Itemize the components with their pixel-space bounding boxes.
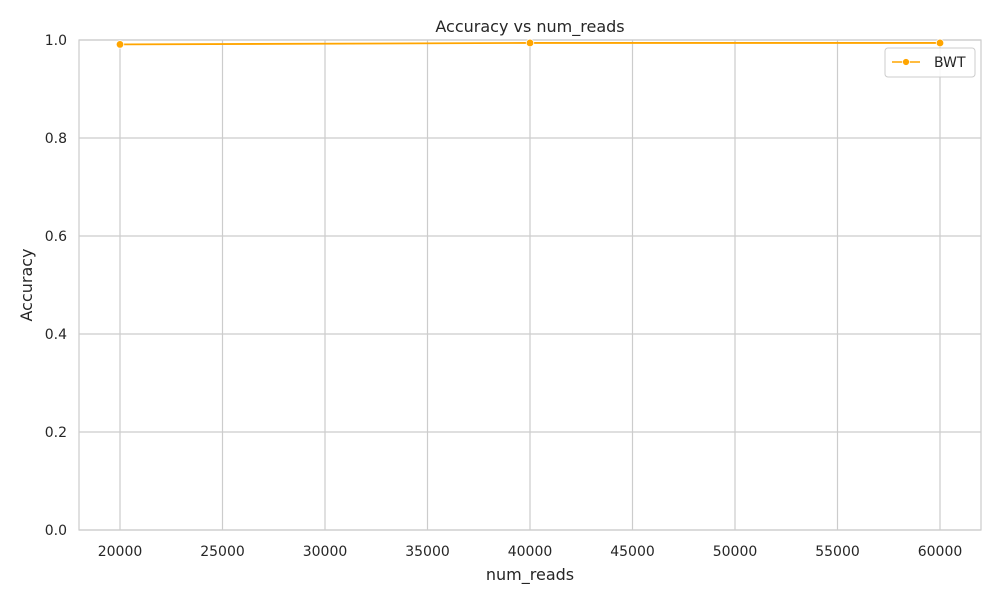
data-point bbox=[935, 38, 945, 48]
x-tick-label: 25000 bbox=[200, 544, 245, 560]
y-axis-ticks: 0.0 0.2 0.4 0.6 0.8 1.0 bbox=[45, 33, 67, 539]
y-axis-title: Accuracy bbox=[17, 248, 36, 321]
data-point bbox=[115, 40, 125, 49]
y-tick-label: 0.6 bbox=[45, 229, 67, 245]
x-tick-label: 45000 bbox=[610, 544, 655, 560]
x-tick-label: 50000 bbox=[713, 544, 758, 560]
x-tick-label: 55000 bbox=[815, 544, 860, 560]
grid bbox=[79, 39, 981, 531]
x-axis-ticks: 20000 25000 30000 35000 40000 45000 50000 55000… bbox=[98, 544, 963, 560]
chart-title: Accuracy vs num_reads bbox=[435, 17, 624, 37]
x-tick-label: 40000 bbox=[508, 544, 553, 560]
y-tick-label: 0.0 bbox=[45, 523, 67, 539]
legend: BWT bbox=[884, 47, 976, 78]
x-tick-label: 30000 bbox=[303, 544, 348, 560]
y-tick-label: 1.0 bbox=[45, 33, 67, 49]
series-layer bbox=[115, 38, 945, 49]
y-tick-label: 0.8 bbox=[45, 131, 67, 147]
x-tick-label: 20000 bbox=[98, 544, 143, 560]
x-axis-title: num_reads bbox=[486, 565, 574, 585]
y-tick-label: 0.2 bbox=[45, 425, 67, 441]
x-tick-label: 35000 bbox=[405, 544, 450, 560]
x-tick-label: 60000 bbox=[918, 544, 963, 560]
legend-swatch-marker bbox=[902, 58, 910, 66]
legend-label-bwt: BWT bbox=[934, 55, 966, 71]
data-point bbox=[525, 38, 535, 48]
legend-box bbox=[884, 47, 976, 78]
y-tick-label: 0.4 bbox=[45, 327, 67, 343]
